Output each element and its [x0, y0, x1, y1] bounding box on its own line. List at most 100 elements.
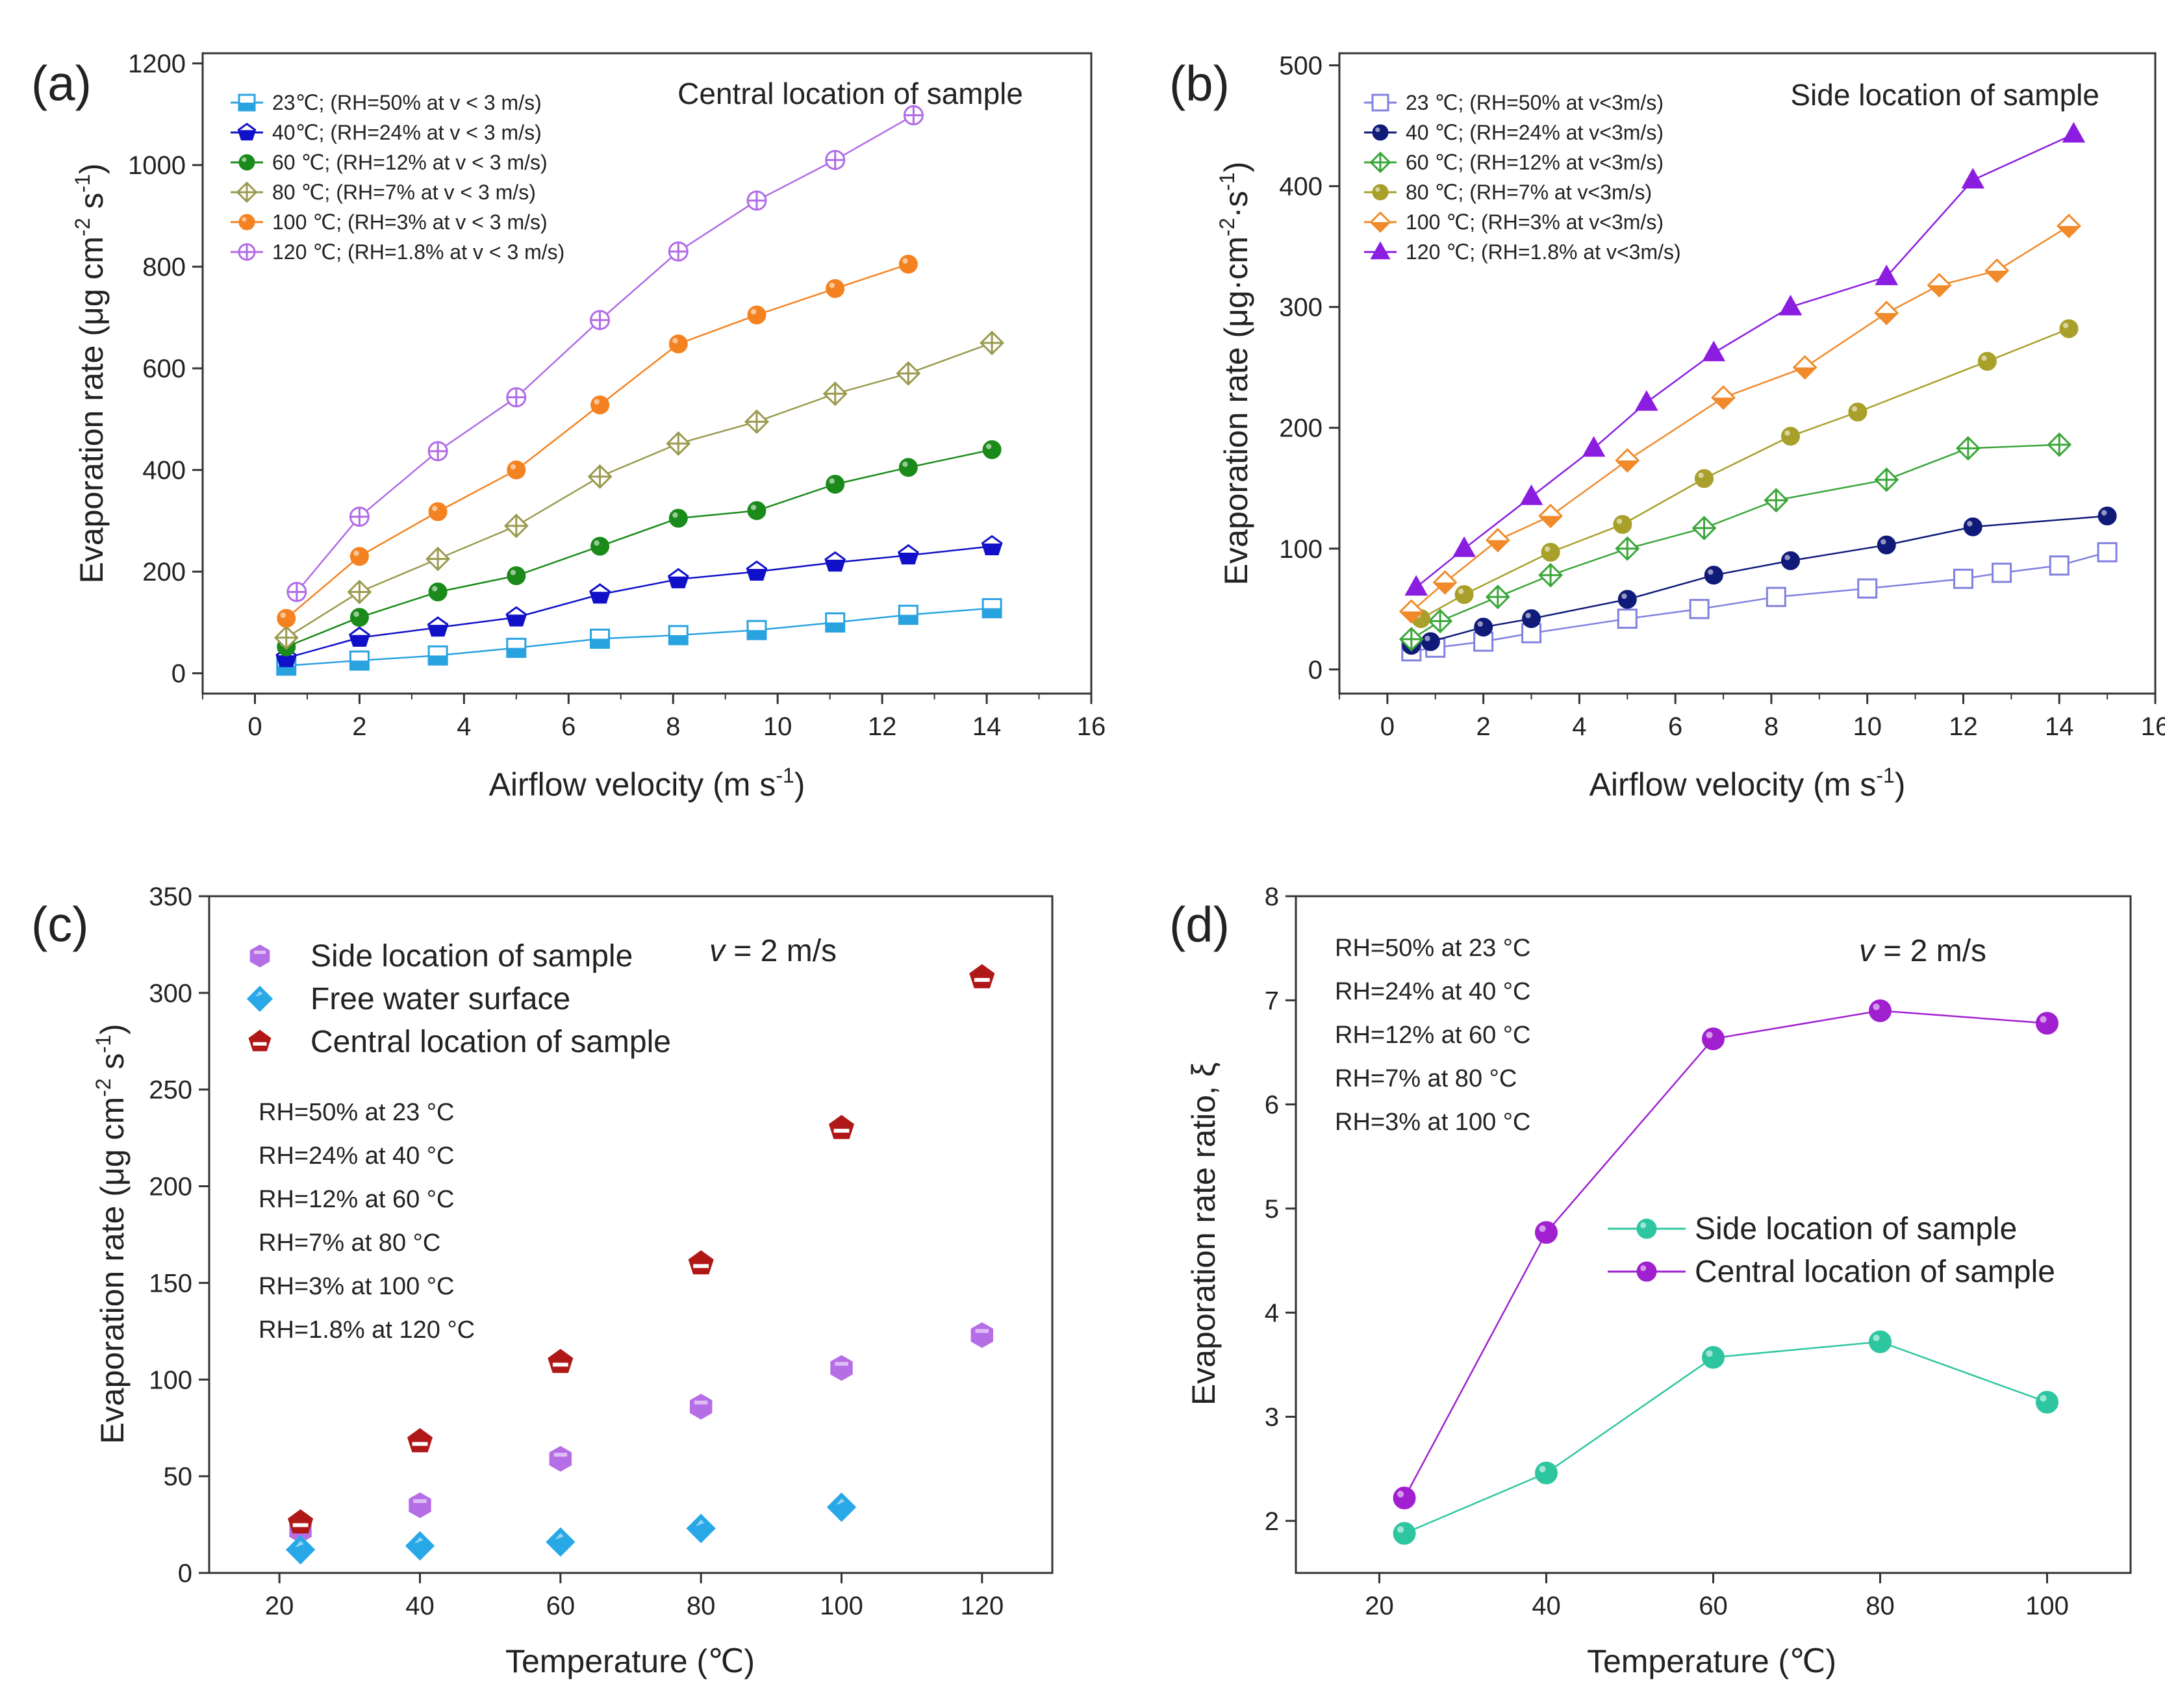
series-1	[285, 1492, 857, 1564]
marker-highlight	[974, 977, 990, 982]
marker-fill	[830, 1355, 853, 1381]
marker-fill	[288, 1510, 312, 1533]
data-point	[1617, 609, 1638, 629]
marker-highlight	[253, 1042, 267, 1046]
marker-highlight	[2040, 1016, 2047, 1023]
legend-entry: Free water surface	[246, 982, 570, 1016]
marker-fill	[349, 634, 370, 646]
marker-highlight	[1458, 588, 1464, 594]
label-part: v	[1859, 934, 1877, 968]
marker-highlight	[2040, 1395, 2047, 1402]
marker-highlight	[672, 512, 678, 518]
data-point	[285, 1535, 316, 1564]
marker-fill	[2059, 319, 2079, 338]
data-point	[1522, 609, 1541, 629]
legend-entry: Side location of sample	[1608, 1212, 2017, 1246]
velocity-annotation: v = 2 m/s	[1859, 934, 1986, 968]
marker-fill	[1875, 264, 1899, 286]
data-point	[1927, 273, 1952, 298]
marker-fill	[982, 440, 1002, 459]
data-point	[969, 964, 995, 988]
marker-cross	[669, 242, 688, 261]
x-tick-label: 60	[546, 1592, 576, 1620]
marker-highlight	[1880, 539, 1886, 545]
legend-entry: 23℃; (RH=50% at v < 3 m/s)	[231, 91, 542, 114]
y-tick-label: 400	[142, 457, 186, 485]
marker-fill	[1519, 484, 1543, 505]
y-tick-label: 0	[178, 1559, 192, 1588]
marker-highlight	[292, 1523, 309, 1527]
data-point	[1766, 586, 1786, 607]
y-tick-label: 8	[1265, 883, 1279, 911]
marker-fill	[747, 305, 766, 325]
data-point	[830, 1355, 853, 1381]
marker-highlight	[975, 1329, 989, 1333]
marker-highlight	[1706, 1350, 1713, 1357]
marker-cross	[2048, 433, 2071, 456]
marker-fill	[1400, 611, 1423, 623]
y-tick-label: 150	[149, 1269, 192, 1298]
marker-fill	[1869, 1330, 1892, 1353]
y-tick-label: 300	[1279, 294, 1323, 322]
marker-highlight	[353, 550, 359, 557]
chart-title: Central location of sample	[677, 77, 1023, 110]
marker-outline	[2097, 542, 2118, 562]
marker-fill	[507, 614, 526, 626]
series-line	[286, 449, 993, 648]
legend-entry: 120 ℃; (RH=1.8% at v < 3 m/s)	[231, 240, 564, 264]
legend-marker	[238, 154, 255, 171]
x-tick-label: 14	[972, 712, 1002, 741]
x-axis-label: Airflow velocity (m s-1)	[489, 764, 805, 803]
marker-highlight	[829, 283, 835, 288]
y-tick-label: 350	[149, 883, 192, 911]
data-point	[277, 609, 296, 628]
legend-entry: Central location of sample	[1608, 1255, 2055, 1289]
y-tick-label: 0	[1308, 656, 1323, 684]
marker-highlight	[414, 1537, 424, 1544]
legend-entry: 100 ℃; (RH=3% at v < 3 m/s)	[231, 210, 548, 234]
marker-fill	[1421, 632, 1440, 651]
marker-cross	[746, 410, 768, 433]
data-point	[1848, 403, 1867, 422]
marker-fill	[507, 647, 525, 657]
rh-note: RH=50% at 23 °C	[1335, 935, 1530, 962]
marker-highlight	[1544, 546, 1551, 552]
x-tick-label: 80	[687, 1592, 716, 1620]
legend-entry: 60 ℃; (RH=12% at v<3m/s)	[1364, 151, 1664, 174]
marker-highlight	[242, 217, 247, 222]
data-point	[546, 1527, 576, 1557]
marker-fill	[349, 547, 369, 566]
data-point	[1615, 448, 1640, 473]
marker-outline	[1953, 568, 1973, 589]
marker-fill	[1977, 351, 1997, 371]
marker-fill	[590, 592, 610, 603]
label-part: s	[73, 193, 110, 218]
label-part: -1	[92, 1035, 115, 1053]
x-axis-label: Airflow velocity (m s-1)	[1589, 764, 1906, 803]
marker-fill	[1393, 1487, 1416, 1510]
label-part: )	[1895, 766, 1906, 803]
data-point	[822, 381, 848, 407]
marker-cross	[1765, 489, 1788, 512]
marker-fill	[1928, 285, 1951, 296]
marker-fill	[2036, 1390, 2058, 1414]
data-point	[1538, 562, 1564, 588]
data-point	[825, 612, 846, 633]
y-tick-label: 2	[1265, 1507, 1279, 1536]
series-4	[277, 255, 918, 628]
data-point	[898, 458, 918, 477]
marker-fill	[669, 635, 688, 645]
marker-cross	[1875, 468, 1898, 491]
data-point	[1541, 542, 1560, 562]
data-point	[590, 310, 611, 331]
rh-note: RH=7% at 80 °C	[1335, 1065, 1517, 1092]
data-point	[2047, 432, 2072, 457]
y-tick-label: 1200	[128, 50, 186, 79]
marker-fill	[1370, 241, 1391, 260]
label-part: )	[73, 163, 110, 174]
marker-fill	[825, 559, 845, 571]
series-5	[286, 105, 924, 602]
marker-highlight	[750, 308, 757, 315]
marker-fill	[826, 279, 845, 298]
